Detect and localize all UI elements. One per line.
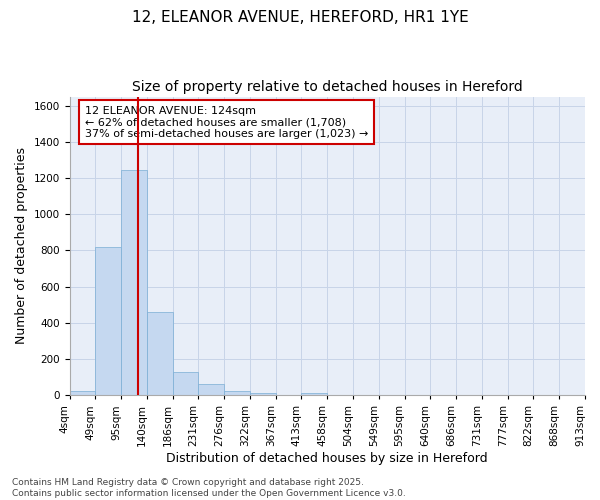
- Bar: [121, 170, 147, 396]
- Y-axis label: Number of detached properties: Number of detached properties: [15, 148, 28, 344]
- Title: Size of property relative to detached houses in Hereford: Size of property relative to detached ho…: [132, 80, 523, 94]
- Text: 12 ELEANOR AVENUE: 124sqm
← 62% of detached houses are smaller (1,708)
37% of se: 12 ELEANOR AVENUE: 124sqm ← 62% of detac…: [85, 106, 368, 138]
- Bar: [199, 384, 224, 396]
- Text: Contains HM Land Registry data © Crown copyright and database right 2025.
Contai: Contains HM Land Registry data © Crown c…: [12, 478, 406, 498]
- Bar: [250, 392, 276, 396]
- Bar: [70, 391, 95, 396]
- Bar: [147, 312, 173, 396]
- Bar: [95, 247, 121, 396]
- Text: 12, ELEANOR AVENUE, HEREFORD, HR1 1YE: 12, ELEANOR AVENUE, HEREFORD, HR1 1YE: [131, 10, 469, 25]
- Bar: [301, 392, 327, 396]
- Bar: [173, 372, 199, 396]
- X-axis label: Distribution of detached houses by size in Hereford: Distribution of detached houses by size …: [166, 452, 488, 465]
- Bar: [224, 391, 250, 396]
